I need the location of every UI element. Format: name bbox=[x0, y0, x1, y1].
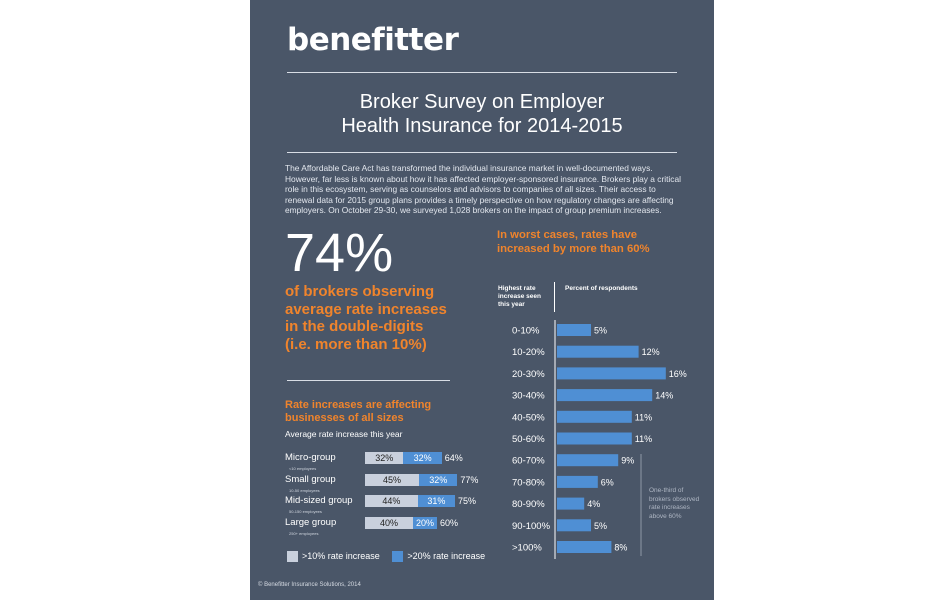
bar bbox=[557, 389, 653, 402]
bar-segment-10: 32% bbox=[365, 452, 404, 464]
rate-section-subtitle: Average rate increase this year bbox=[285, 429, 403, 439]
value-label: 12% bbox=[642, 347, 660, 357]
highlight-line: average rate increases bbox=[285, 300, 447, 318]
divider bbox=[287, 72, 677, 73]
bar-segment-20: 31% bbox=[417, 495, 455, 507]
legend-label: >10% rate increase bbox=[302, 551, 380, 562]
bar bbox=[557, 454, 619, 467]
bar bbox=[557, 519, 591, 532]
legend-label: >20% rate increase bbox=[407, 551, 486, 562]
value-label: 6% bbox=[601, 477, 614, 487]
group-size: 10-50 employees bbox=[289, 488, 320, 493]
category-label: 90-100% bbox=[512, 521, 551, 532]
bar bbox=[557, 367, 666, 380]
header-axis-line bbox=[554, 282, 555, 312]
copyright: © Benefitter Insurance Solutions, 2014 bbox=[258, 582, 361, 588]
worst-heading-line: increased by more than 60% bbox=[497, 243, 650, 255]
legend-item: >10% rate increase bbox=[287, 551, 380, 563]
value-label: 5% bbox=[594, 521, 607, 531]
bar bbox=[557, 475, 598, 488]
bar bbox=[557, 432, 632, 445]
bar bbox=[557, 345, 639, 358]
value-label: 11% bbox=[635, 412, 652, 422]
worst-heading-line: In worst cases, rates have bbox=[497, 229, 638, 241]
worst-section-heading: In worst cases, rates have increased by … bbox=[497, 228, 707, 256]
value-label: 11% bbox=[635, 434, 652, 444]
bar-segment-20: 32% bbox=[419, 474, 458, 486]
legend-swatch bbox=[287, 551, 298, 563]
group-row: Mid-sized group 50-150 employees 44% 31%… bbox=[285, 495, 495, 525]
divider bbox=[287, 380, 450, 381]
highlight-line: (i.e. more than 10%) bbox=[285, 335, 427, 353]
highlight-value: 74% bbox=[285, 223, 394, 283]
bar-segment-10: 45% bbox=[365, 474, 419, 486]
group-name: Micro-group bbox=[285, 452, 336, 463]
group-row: Large group 250+ employees 40% 20% 60% bbox=[285, 517, 495, 547]
group-name: Mid-sized group bbox=[285, 495, 353, 506]
bar-total: 64% bbox=[444, 453, 463, 463]
highlight-line: of brokers observing bbox=[285, 283, 435, 300]
title-line: Broker Survey on Employer bbox=[359, 91, 605, 113]
highlight-caption: of brokers observing average rate increa… bbox=[285, 283, 485, 353]
brand-logo: benefitter bbox=[287, 22, 459, 58]
divider bbox=[287, 152, 677, 153]
chart-legend: >10% rate increase >20% rate increase bbox=[287, 551, 495, 563]
group-size: 50-150 employees bbox=[289, 509, 322, 514]
rate-heading-line: Rate increases are affecting bbox=[285, 399, 432, 411]
category-label: 70-80% bbox=[512, 477, 545, 488]
column-header-line: increase seen bbox=[498, 293, 542, 300]
bar bbox=[557, 410, 632, 423]
category-label: 30-40% bbox=[512, 391, 545, 402]
highlight-line: in the double-digits bbox=[285, 318, 424, 335]
category-label: 20-30% bbox=[512, 369, 545, 380]
group-row: Small group 10-50 employees 45% 32% 77% bbox=[285, 474, 495, 504]
bar-segment-20: 20% bbox=[413, 517, 437, 529]
legend-swatch bbox=[392, 551, 404, 563]
annotation-line: brokers observed bbox=[649, 495, 700, 503]
column-header-range: Highest rate increase seen this year bbox=[498, 285, 558, 309]
annotation-line: above 60% bbox=[649, 512, 682, 520]
bar bbox=[557, 324, 591, 336]
bar-total: 60% bbox=[440, 518, 459, 528]
rate-section-heading: Rate increases are affecting businesses … bbox=[285, 399, 485, 425]
category-label: >100% bbox=[512, 543, 542, 554]
page-title: Broker Survey on Employer Health Insuran… bbox=[250, 90, 714, 138]
infographic-panel: benefitter Broker Survey on Employer Hea… bbox=[250, 0, 714, 600]
category-label: 50-60% bbox=[512, 434, 545, 445]
title-line: Health Insurance for 2014-2015 bbox=[341, 115, 623, 137]
bar-segment-20: 32% bbox=[403, 452, 442, 464]
category-label: 80-90% bbox=[512, 499, 545, 510]
group-size: <10 employees bbox=[289, 466, 317, 471]
bar bbox=[557, 497, 585, 510]
intro-paragraph: The Affordable Care Act has transformed … bbox=[285, 163, 681, 215]
bar bbox=[557, 541, 612, 553]
chart-annotation: One-third of brokers observed rate incre… bbox=[649, 487, 709, 521]
column-header-percent: Percent of respondents bbox=[565, 285, 638, 292]
annotation-line: One-third of bbox=[649, 487, 684, 494]
value-label: 9% bbox=[621, 456, 634, 466]
worst-case-chart: 0-10% 5% 10-20% 12% 20-30% 16% 30-40% 14% 40-50%… bbox=[512, 320, 687, 559]
value-label: 16% bbox=[669, 369, 687, 379]
bar-total: 75% bbox=[458, 496, 477, 506]
group-row: Micro-group <10 employees 32% 32% 64% bbox=[285, 452, 495, 482]
column-header-line: this year bbox=[498, 301, 525, 308]
annotation-line: rate increases bbox=[649, 504, 690, 511]
rate-heading-line: businesses of all sizes bbox=[285, 412, 404, 424]
category-label: 10-20% bbox=[512, 347, 545, 358]
value-label: 8% bbox=[614, 543, 627, 553]
bar-total: 77% bbox=[460, 475, 479, 485]
group-size: 250+ employees bbox=[289, 531, 319, 536]
category-label: 60-70% bbox=[512, 456, 545, 467]
value-label: 4% bbox=[587, 499, 600, 509]
bar-segment-10: 40% bbox=[365, 517, 413, 529]
group-name: Large group bbox=[285, 517, 337, 528]
column-header-line: Highest rate bbox=[498, 285, 536, 292]
value-label: 5% bbox=[594, 326, 607, 336]
group-name: Small group bbox=[285, 474, 336, 485]
category-label: 0-10% bbox=[512, 326, 540, 337]
legend-item: >20% rate increase bbox=[392, 551, 486, 563]
value-label: 14% bbox=[655, 391, 673, 401]
bar-segment-10: 44% bbox=[365, 495, 418, 507]
category-label: 40-50% bbox=[512, 412, 545, 423]
